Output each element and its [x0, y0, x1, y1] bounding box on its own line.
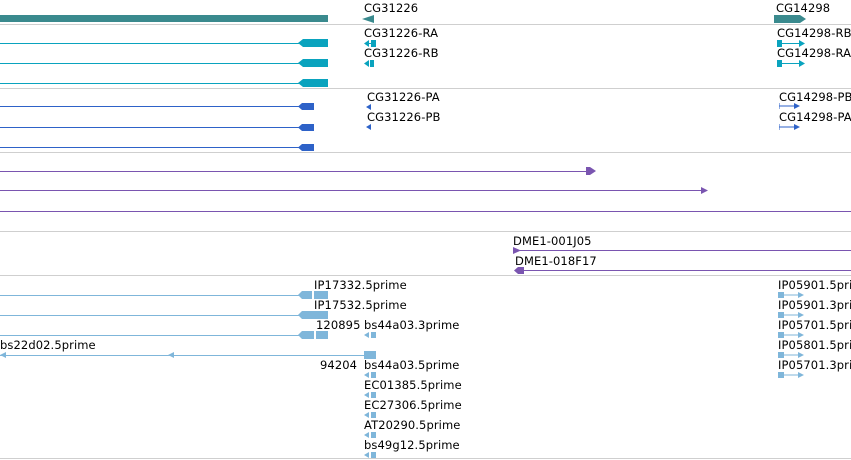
transcript-label-cg31226-ra[interactable]: CG31226-RA — [364, 26, 439, 40]
track-divider — [0, 152, 851, 153]
est-label-ip17532[interactable]: IP17532.5prime — [314, 298, 407, 312]
protein-label-cg14298-pb[interactable]: CG14298-PB — [779, 90, 851, 104]
alignment-line[interactable] — [0, 190, 702, 191]
alignment-end[interactable] — [586, 167, 596, 175]
alignment-line[interactable] — [0, 211, 851, 212]
est-feature-ip05701-3prime[interactable] — [778, 372, 806, 378]
transcript-feature-cg14298-rb[interactable] — [777, 40, 805, 47]
est-feature[interactable] — [364, 351, 376, 359]
est-feature-ip05701-5prime[interactable] — [778, 332, 806, 338]
transcript-feature-cg31226-ra[interactable] — [364, 40, 378, 47]
clone-end[interactable] — [514, 267, 524, 274]
gene-label-cg14298[interactable]: CG14298 — [776, 1, 831, 15]
protein-line[interactable] — [0, 147, 302, 148]
gene-label-cg31226[interactable]: CG31226 — [364, 1, 419, 15]
est-label-bs44a03-5prime[interactable]: bs44a03.5prime — [364, 358, 460, 372]
est-feature-at20290[interactable] — [364, 432, 376, 438]
est-label-ip05901-5prime[interactable]: IP05901.5prime — [778, 278, 851, 292]
est-line[interactable] — [0, 355, 372, 356]
gene-feature-cg31226[interactable] — [362, 15, 374, 23]
protein-label-cg14298-pa[interactable]: CG14298-PA — [779, 110, 851, 124]
est-label-bs44a03-3prime[interactable]: bs44a03.3prime — [364, 318, 460, 332]
protein-feature[interactable] — [298, 103, 314, 110]
est-label-ec27306[interactable]: EC27306.5prime — [364, 398, 462, 412]
est-feature-ip05901-5prime[interactable] — [778, 292, 806, 298]
gene-feature-bar[interactable] — [0, 15, 328, 22]
transcript-label-cg14298-ra[interactable]: CG14298-RA — [777, 46, 851, 60]
est-feature[interactable] — [314, 311, 328, 319]
alignment-line[interactable] — [0, 171, 590, 172]
est-label-bs22d02[interactable]: bs22d02.5prime — [0, 338, 96, 352]
est-feature[interactable] — [0, 352, 6, 358]
transcript-label-cg14298-rb[interactable]: CG14298-RB — [777, 26, 851, 40]
est-feature-bs49g12[interactable] — [364, 452, 376, 458]
est-label-ec01385[interactable]: EC01385.5prime — [364, 378, 462, 392]
est-feature-bs44a03-3prime[interactable] — [364, 332, 376, 338]
est-label-ip05701-5prime[interactable]: IP05701.5prime — [778, 318, 851, 332]
gene-feature-cg14298[interactable] — [774, 15, 806, 23]
est-label-ip05901-3prime[interactable]: IP05901.3prime — [778, 298, 851, 312]
clone-end[interactable] — [513, 247, 521, 254]
est-feature[interactable] — [298, 291, 328, 299]
protein-label-cg31226-pa[interactable]: CG31226-PA — [367, 90, 440, 104]
est-feature-ip05801-5prime[interactable] — [778, 352, 806, 358]
est-label-ip05701-3prime[interactable]: IP05701.3prime — [778, 358, 851, 372]
alignment-end[interactable] — [701, 187, 708, 194]
clone-line[interactable] — [520, 250, 851, 251]
est-label-bs49g12[interactable]: bs49g12.5prime — [364, 438, 460, 452]
transcript-feature-cg31226-rb[interactable] — [364, 60, 376, 67]
track-divider — [0, 231, 851, 232]
protein-feature[interactable] — [298, 144, 314, 151]
track-divider — [0, 24, 851, 25]
clone-line[interactable] — [523, 270, 851, 271]
transcript-line[interactable] — [0, 63, 302, 64]
transcript-line[interactable] — [0, 43, 302, 44]
track-divider — [0, 275, 851, 276]
est-line[interactable] — [0, 315, 302, 316]
protein-line[interactable] — [0, 106, 302, 107]
est-feature[interactable] — [298, 311, 314, 319]
track-divider — [0, 458, 851, 459]
est-label-120895[interactable]: 120895 — [316, 318, 361, 332]
est-label-94204[interactable]: 94204 — [320, 358, 358, 372]
transcript-exon[interactable] — [298, 79, 328, 87]
protein-label-cg31226-pb[interactable]: CG31226-PB — [367, 110, 441, 124]
est-feature-ec01385[interactable] — [364, 392, 376, 398]
est-feature-ec27306[interactable] — [364, 412, 376, 418]
protein-feature-cg14298-pb[interactable] — [779, 102, 801, 110]
transcript-label-cg31226-rb[interactable]: CG31226-RB — [364, 46, 439, 60]
protein-feature-cg31226-pa[interactable] — [366, 104, 372, 110]
est-label-at20290[interactable]: AT20290.5prime — [364, 418, 461, 432]
est-feature[interactable] — [168, 352, 174, 358]
transcript-feature-cg14298-ra[interactable] — [777, 60, 805, 67]
track-divider — [0, 88, 851, 89]
protein-feature-cg31226-pb[interactable] — [366, 124, 372, 130]
est-label-ip17332[interactable]: IP17332.5prime — [314, 278, 407, 292]
protein-feature-cg14298-pa[interactable] — [779, 123, 801, 131]
est-line[interactable] — [0, 295, 302, 296]
est-line[interactable] — [0, 335, 302, 336]
protein-line[interactable] — [0, 127, 302, 128]
transcript-exon[interactable] — [298, 39, 328, 47]
est-feature[interactable] — [298, 331, 314, 339]
transcript-exon[interactable] — [298, 59, 328, 67]
est-feature-bs44a03-5prime[interactable] — [364, 372, 376, 378]
clone-label-dme1-001j05[interactable]: DME1-001J05 — [513, 234, 592, 248]
clone-label-dme1-018f17[interactable]: DME1-018F17 — [515, 254, 597, 268]
est-feature-ip05901-3prime[interactable] — [778, 312, 806, 318]
protein-feature[interactable] — [298, 124, 314, 131]
transcript-line[interactable] — [0, 83, 302, 84]
est-label-ip05801-5prime[interactable]: IP05801.5prime — [778, 338, 851, 352]
est-feature[interactable] — [316, 331, 328, 339]
